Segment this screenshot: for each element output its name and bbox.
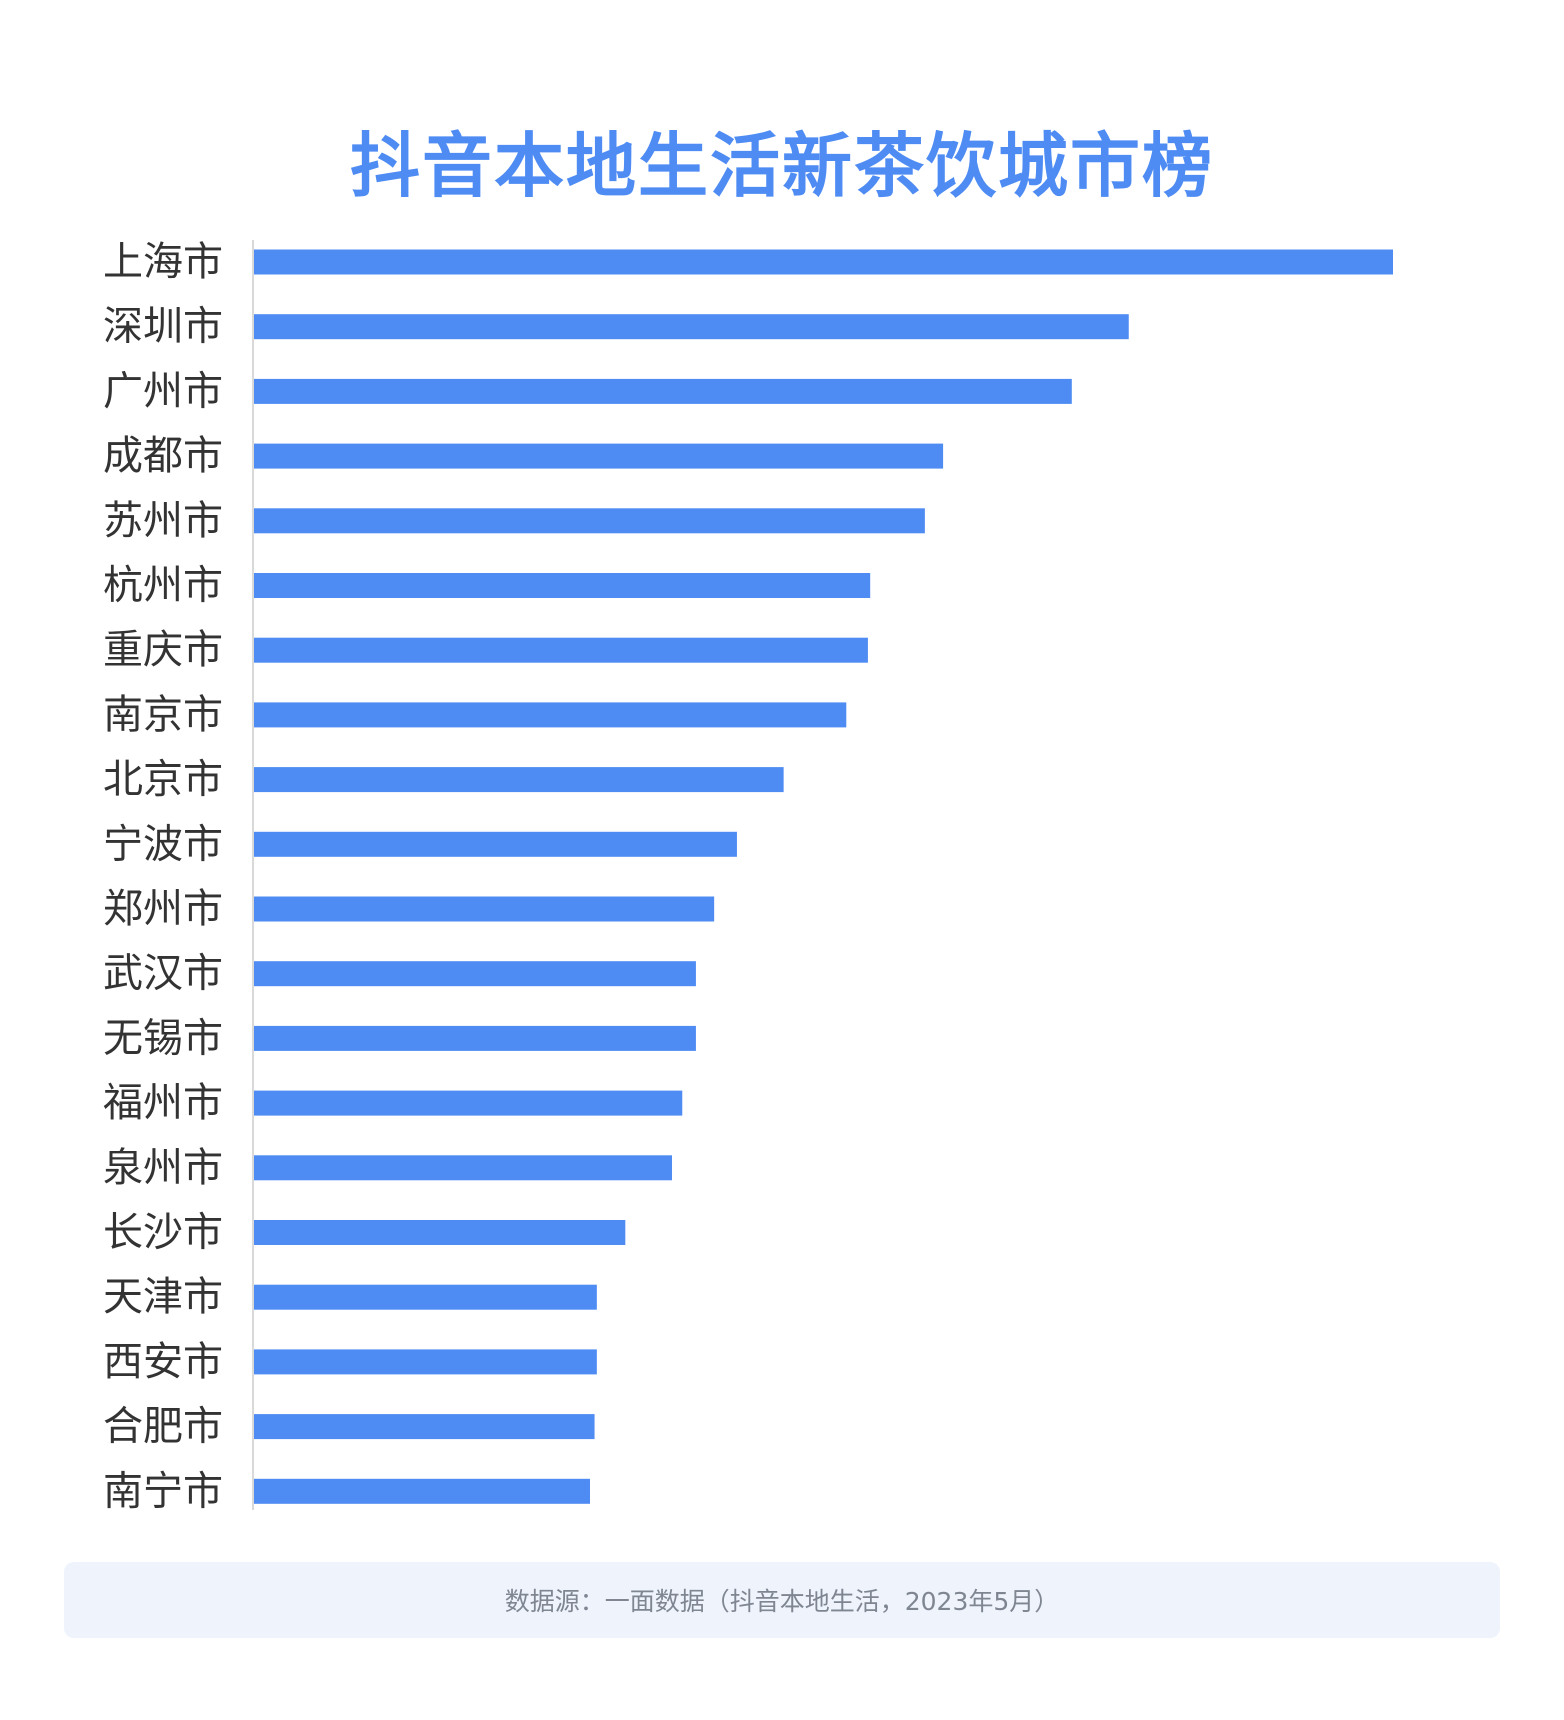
- category-label: 南宁市: [103, 1468, 223, 1514]
- bar: [254, 249, 1393, 275]
- category-label: 北京市: [103, 757, 223, 803]
- category-label: 泉州市: [103, 1145, 223, 1191]
- category-label: 广州市: [103, 368, 223, 414]
- bar: [254, 1220, 626, 1245]
- bar: [254, 1025, 696, 1051]
- bar-chart: 上海市深圳市广州市成都市苏州市杭州市重庆市南京市北京市宁波市郑州市武汉市无锡市福…: [103, 239, 1393, 1514]
- category-label: 宁波市: [103, 821, 223, 867]
- category-label: 上海市: [103, 239, 223, 285]
- category-label: 长沙市: [103, 1210, 223, 1256]
- bar: [254, 443, 944, 469]
- source-box: 数据源：一面数据（抖音本地生活，2023年5月）: [64, 1562, 1500, 1638]
- category-label: 南京市: [103, 692, 223, 738]
- bar: [254, 314, 1129, 340]
- bar: [254, 961, 696, 987]
- bar: [254, 896, 715, 922]
- category-label: 重庆市: [103, 627, 223, 673]
- category-label: 天津市: [103, 1274, 223, 1320]
- bar: [254, 767, 784, 793]
- category-label: 成都市: [103, 433, 223, 479]
- category-label: 合肥市: [103, 1404, 223, 1450]
- category-label: 郑州市: [103, 886, 223, 932]
- bar: [254, 637, 868, 663]
- category-label: 西安市: [103, 1339, 223, 1385]
- chart-title: 抖音本地生活新茶饮城市榜: [350, 125, 1214, 207]
- category-label: 无锡市: [103, 1015, 223, 1061]
- category-label: 福州市: [103, 1080, 223, 1126]
- bar: [254, 573, 871, 598]
- source-text: 数据源：一面数据（抖音本地生活，2023年5月）: [504, 1587, 1060, 1616]
- bar: [254, 1090, 683, 1116]
- category-label: 杭州市: [103, 563, 223, 609]
- category-label: 苏州市: [103, 498, 223, 544]
- bar: [254, 702, 847, 728]
- bar: [254, 378, 1072, 404]
- bar: [254, 1284, 597, 1310]
- category-label: 武汉市: [103, 951, 223, 997]
- bar: [254, 831, 737, 857]
- category-label: 深圳市: [103, 304, 223, 350]
- bar: [254, 1414, 595, 1440]
- bar: [254, 1478, 591, 1504]
- bar: [254, 508, 925, 534]
- bar: [254, 1155, 673, 1181]
- bar: [254, 1349, 597, 1375]
